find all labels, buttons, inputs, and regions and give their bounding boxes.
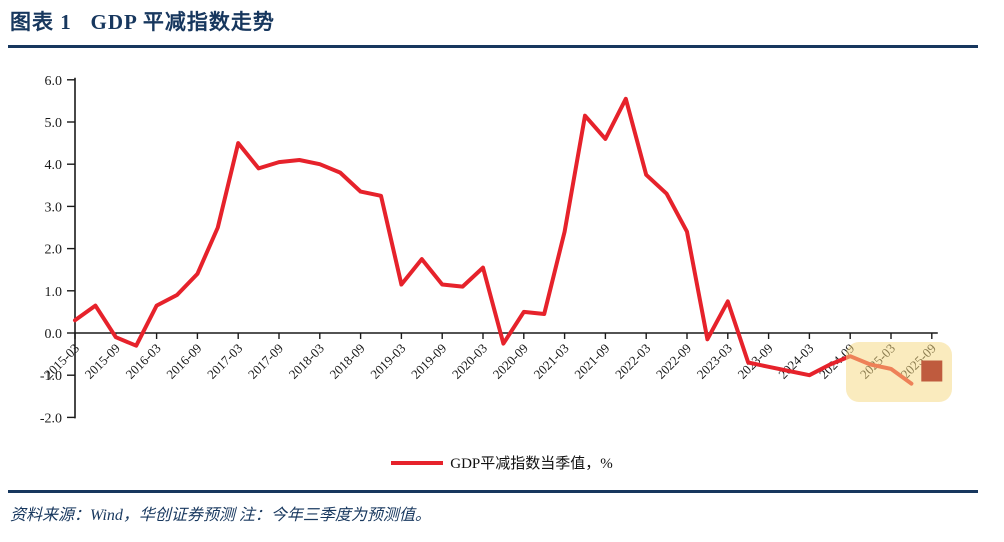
x-tick-label: 2023-09: [734, 341, 775, 382]
y-axis: 6.0 5.0 4.0 3.0 2.0 1.0 0.0 -1.0 -2.0: [40, 74, 76, 426]
y-tick-label: 3.0: [45, 200, 63, 215]
x-tick-label: 2021-03: [530, 341, 571, 382]
y-tick-label: 0.0: [45, 327, 63, 342]
y-tick-label: 4.0: [45, 158, 63, 173]
x-tick-label: 2023-03: [694, 341, 735, 382]
y-tick-label: 2.0: [45, 243, 63, 258]
y-tick-label: 6.0: [45, 74, 63, 89]
source-note: 资料来源：Wind，华创证券预测 注：今年三季度为预测值。: [10, 507, 431, 524]
gdp-deflator-series-line: [73, 96, 914, 386]
legend-line-swatch: [391, 460, 444, 465]
x-tick-label: 2021-09: [571, 341, 612, 382]
forecast-point-marker: [921, 360, 943, 382]
x-tick-label: 2022-03: [612, 341, 653, 382]
x-tick-label: 2017-03: [204, 341, 245, 382]
top-divider: [8, 45, 978, 48]
x-tick-label: 2019-03: [367, 341, 408, 382]
x-tick-label: 2022-09: [653, 341, 694, 382]
x-tick-label: 2018-03: [286, 341, 327, 382]
x-tick-label: 2016-09: [163, 341, 204, 382]
x-tick-label: 2015-09: [82, 341, 123, 382]
x-tick-label: 2016-03: [122, 341, 163, 382]
x-tick-label: 2019-09: [408, 341, 449, 382]
legend-label: GDP平减指数当季值，%: [450, 456, 613, 472]
x-tick-label: 2020-03: [449, 341, 490, 382]
forecast-highlight-region: [846, 342, 952, 402]
x-tick-label: 2020-09: [490, 341, 531, 382]
bottom-divider: [8, 490, 978, 493]
x-tick-label: 2018-09: [326, 341, 367, 382]
y-tick-label: -2.0: [40, 411, 62, 426]
y-tick-label: -1.0: [40, 369, 62, 384]
x-tick-label: 2017-09: [245, 341, 286, 382]
y-tick-label: 5.0: [45, 116, 63, 131]
y-tick-label: 1.0: [45, 285, 63, 300]
chart-legend: GDP平减指数当季值，%: [0, 452, 1004, 473]
figure-title: 图表 1 GDP 平减指数走势: [10, 10, 275, 34]
